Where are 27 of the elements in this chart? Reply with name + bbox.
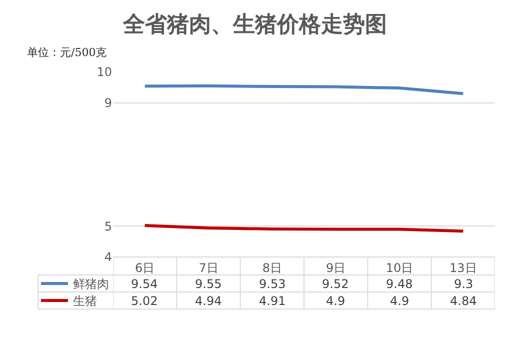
x-tick-label: 10日 — [386, 261, 414, 275]
data-label: 9.54 — [131, 277, 158, 291]
legend-label: 生猪 — [73, 294, 97, 308]
x-tick-label: 8日 — [262, 261, 282, 275]
data-label: 9.55 — [195, 277, 222, 291]
x-tick-label: 7日 — [198, 261, 218, 275]
data-label: 4.9 — [326, 294, 346, 308]
y-axis-title: 单位：元/500克 — [27, 46, 107, 59]
data-label: 9.48 — [386, 277, 413, 291]
legend-label: 鲜猪肉 — [73, 277, 109, 291]
x-tick-label: 6日 — [135, 261, 155, 275]
data-label: 5.02 — [131, 294, 158, 308]
data-label: 9.3 — [454, 277, 474, 291]
y-tick-label: 9 — [104, 96, 112, 110]
y-tick-label: 4 — [104, 250, 112, 264]
data-label: 4.91 — [259, 294, 286, 308]
y-tick-label: 5 — [104, 219, 112, 234]
data-label: 4.94 — [195, 294, 222, 308]
y-tick-label: 10 — [96, 65, 112, 80]
x-tick-label: 9日 — [326, 261, 346, 275]
data-label: 9.53 — [259, 277, 286, 291]
data-label: 4.9 — [390, 294, 410, 308]
chart-title: 全省猪肉、生猪价格走势图 — [122, 12, 387, 38]
line-series — [143, 84, 465, 96]
data-label: 4.84 — [450, 294, 477, 308]
x-tick-label: 13日 — [450, 261, 477, 275]
data-label: 9.52 — [322, 277, 349, 291]
